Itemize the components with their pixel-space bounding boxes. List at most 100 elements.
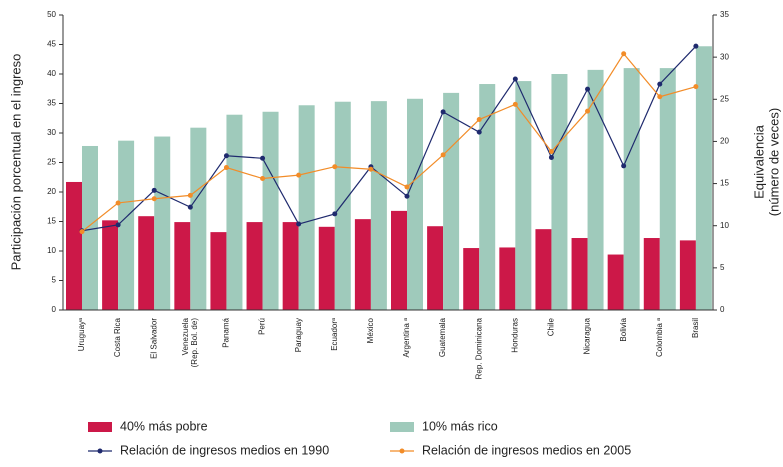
y-tick-label: 50 xyxy=(47,10,56,19)
marker xyxy=(585,108,591,114)
bar xyxy=(66,181,82,310)
y-tick-label: 25 xyxy=(47,158,56,167)
bar xyxy=(643,238,660,310)
y-tick-label: 15 xyxy=(47,217,56,226)
bar xyxy=(262,111,279,310)
y-tick-label: 30 xyxy=(47,128,56,137)
bar xyxy=(499,247,516,310)
marker xyxy=(548,149,554,155)
y2-tick-label: 25 xyxy=(720,94,729,103)
x-tick-label: Paraguay xyxy=(294,318,303,352)
x-tick-label: Perú xyxy=(258,318,267,335)
marker xyxy=(260,176,266,182)
bar xyxy=(82,145,98,310)
x-tick-label: El Salvador xyxy=(149,318,158,359)
y2-tick-label: 0 xyxy=(720,305,725,314)
marker xyxy=(115,200,121,206)
marker xyxy=(440,152,446,158)
marker xyxy=(404,193,410,199)
bar xyxy=(354,219,371,310)
y-tick-label: 35 xyxy=(47,99,56,108)
marker xyxy=(657,94,663,100)
x-tick-label: Ecuadorᵃ xyxy=(330,317,339,351)
bar xyxy=(282,222,299,310)
legend-label: Relación de ingresos medios en 1990 xyxy=(120,443,329,457)
marker xyxy=(440,109,446,115)
bar xyxy=(659,68,676,310)
marker xyxy=(621,51,627,57)
x-tick-label: Argentina ᵃ xyxy=(402,317,411,357)
marker xyxy=(585,86,591,92)
bar xyxy=(535,229,552,310)
bar xyxy=(298,105,315,311)
marker xyxy=(368,166,374,172)
bar xyxy=(118,140,135,310)
bar xyxy=(571,238,588,310)
x-tick-label: Guatemala xyxy=(438,317,447,357)
marker xyxy=(332,164,338,170)
line xyxy=(81,52,697,233)
marker xyxy=(151,187,157,193)
bar xyxy=(679,240,696,310)
x-tick-label: Honduras xyxy=(510,318,519,353)
y-tick-label: 10 xyxy=(47,246,56,255)
bar xyxy=(463,248,480,310)
y-axis-label: Participación porcentual en el ingreso xyxy=(8,54,23,271)
bar xyxy=(334,101,351,310)
bar xyxy=(695,46,712,311)
bar xyxy=(479,84,496,310)
bar xyxy=(102,220,119,310)
marker xyxy=(296,172,302,178)
x-tick-label: Chile xyxy=(547,317,556,336)
y2-tick-label: 30 xyxy=(720,52,729,61)
bar xyxy=(623,68,640,310)
bar xyxy=(246,222,263,310)
y-tick-label: 5 xyxy=(52,276,57,285)
legend-label: 10% más rico xyxy=(422,419,498,433)
marker xyxy=(115,222,121,228)
x-tick-label: Panamá xyxy=(222,317,231,347)
y-tick-label: 0 xyxy=(52,305,57,314)
marker xyxy=(79,229,85,235)
line xyxy=(81,45,697,232)
x-tick-label: Brasil xyxy=(691,318,700,338)
marker xyxy=(512,76,518,82)
y2-axis-label: Equivalencia xyxy=(751,124,766,198)
bar xyxy=(427,226,444,310)
marker xyxy=(621,163,627,169)
marker xyxy=(693,84,699,90)
x-tick-label: Colombia ᵃ xyxy=(655,317,664,357)
marker xyxy=(512,101,518,107)
bar xyxy=(515,81,532,310)
legend-swatch xyxy=(390,422,414,432)
marker xyxy=(548,154,554,160)
bar xyxy=(154,136,171,310)
x-tick-label: Venezuela xyxy=(181,317,190,355)
bar xyxy=(226,114,243,311)
marker xyxy=(151,196,157,202)
x-tick-label: Nicaragua xyxy=(583,317,592,354)
bar xyxy=(551,74,568,310)
legend-swatch xyxy=(88,422,112,432)
x-tick-label: Uruguayᵃ xyxy=(77,317,86,351)
marker xyxy=(476,117,482,123)
y-tick-label: 40 xyxy=(47,69,56,78)
bar xyxy=(587,69,604,311)
x-tick-label: México xyxy=(366,317,375,343)
marker xyxy=(693,43,699,49)
legend-swatch xyxy=(97,448,103,454)
y2-tick-label: 35 xyxy=(720,10,729,19)
y2-axis-label: (número de veces) xyxy=(766,108,781,216)
x-tick-label: Bolivia xyxy=(619,317,628,341)
bar xyxy=(370,101,387,310)
y-tick-label: 45 xyxy=(47,40,56,49)
marker xyxy=(332,211,338,217)
bar xyxy=(443,92,460,310)
y2-tick-label: 15 xyxy=(720,179,729,188)
marker xyxy=(657,81,663,87)
bar xyxy=(190,127,207,310)
marker xyxy=(476,129,482,135)
marker xyxy=(223,153,229,159)
marker xyxy=(187,204,193,210)
